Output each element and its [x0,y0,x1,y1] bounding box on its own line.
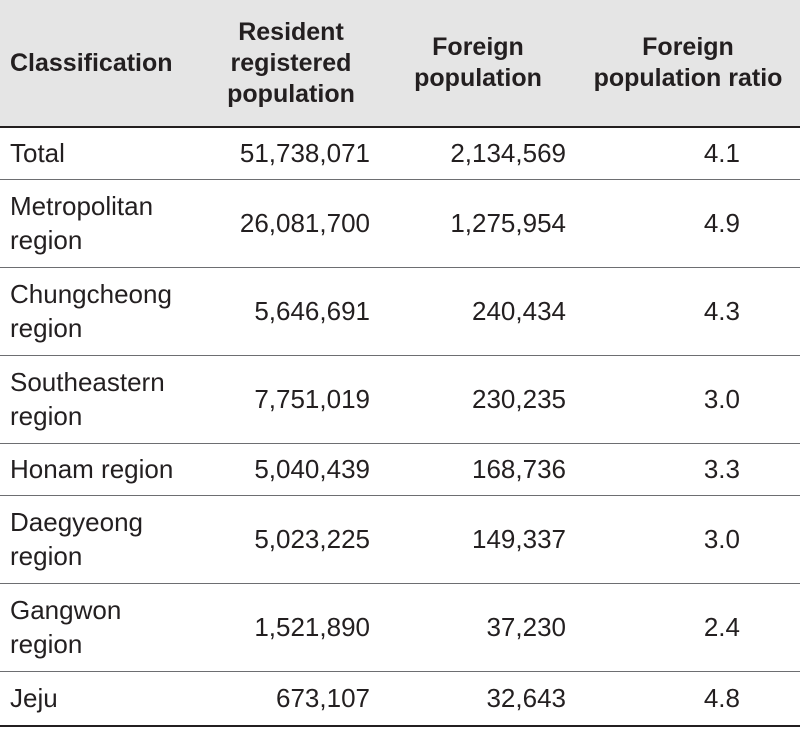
table-row: Jeju 673,107 32,643 4.8 [0,671,800,727]
row-foreign-ratio: 4.9 [576,179,800,268]
row-resident-population: 5,646,691 [200,267,380,356]
row-classification: Jeju [0,671,200,727]
row-resident-population: 5,040,439 [200,443,380,496]
row-foreign-population: 240,434 [380,267,576,356]
row-foreign-population: 32,643 [380,671,576,727]
row-foreign-population: 1,275,954 [380,179,576,268]
row-foreign-population: 2,134,569 [380,127,576,180]
table-row: Gangwon region 1,521,890 37,230 2.4 [0,583,800,672]
table-body: Total 51,738,071 2,134,569 4.1 Metropoli… [0,127,800,727]
row-foreign-ratio: 2.4 [576,583,800,672]
row-classification: Daegyeong region [0,495,200,584]
header-foreign-ratio: Foreign population ratio [576,0,800,128]
row-foreign-ratio: 4.3 [576,267,800,356]
row-classification: Total [0,127,200,180]
row-classification: Southeastern region [0,355,200,444]
row-foreign-ratio: 4.1 [576,127,800,180]
header-classification: Classification [0,0,200,128]
table-row: Total 51,738,071 2,134,569 4.1 [0,127,800,180]
row-classification: Honam region [0,443,200,496]
table-row: Honam region 5,040,439 168,736 3.3 [0,443,800,496]
row-classification: Chungcheong region [0,267,200,356]
row-resident-population: 673,107 [200,671,380,727]
row-resident-population: 51,738,071 [200,127,380,180]
row-foreign-population: 37,230 [380,583,576,672]
row-foreign-ratio: 3.0 [576,355,800,444]
row-resident-population: 7,751,019 [200,355,380,444]
row-foreign-ratio: 3.3 [576,443,800,496]
row-foreign-population: 168,736 [380,443,576,496]
table-row: Chungcheong region 5,646,691 240,434 4.3 [0,267,800,356]
row-resident-population: 1,521,890 [200,583,380,672]
table-row: Metropolitan region 26,081,700 1,275,954… [0,179,800,268]
row-classification: Metropolitan region [0,179,200,268]
header-foreign-population: Foreign population [380,0,576,128]
header-resident-population: Resident registered population [200,0,380,128]
table-row: Southeastern region 7,751,019 230,235 3.… [0,355,800,444]
row-resident-population: 5,023,225 [200,495,380,584]
row-foreign-population: 230,235 [380,355,576,444]
table-header: Classification Resident registered popul… [0,0,800,128]
row-foreign-ratio: 4.8 [576,671,800,727]
table-row: Daegyeong region 5,023,225 149,337 3.0 [0,495,800,584]
row-classification: Gangwon region [0,583,200,672]
header-row: Classification Resident registered popul… [0,0,800,128]
row-resident-population: 26,081,700 [200,179,380,268]
row-foreign-ratio: 3.0 [576,495,800,584]
row-foreign-population: 149,337 [380,495,576,584]
